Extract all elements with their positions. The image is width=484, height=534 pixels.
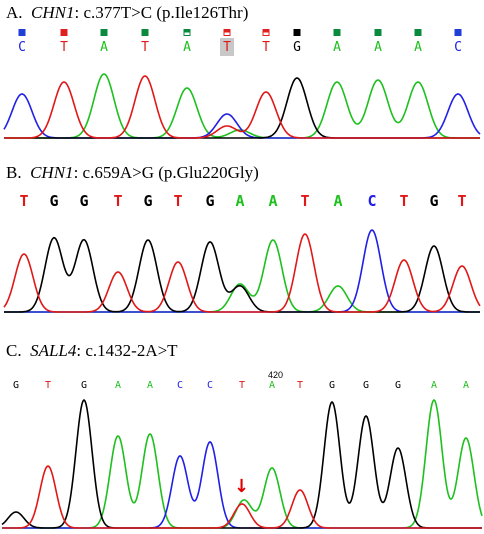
base-call: A	[462, 380, 470, 391]
panel-b-gene: CHN1	[30, 163, 74, 182]
base-call: G	[328, 380, 336, 391]
base-call: T	[223, 40, 231, 55]
base-call: A	[333, 40, 341, 55]
quality-indicator	[293, 29, 301, 36]
panel-b-title: B. CHN1: c.659A>G (p.Glu220Gly)	[6, 163, 259, 183]
base-call: T	[262, 40, 270, 55]
panel-c-label: C.	[6, 341, 22, 360]
quality-indicator	[454, 29, 462, 36]
base-call: T	[60, 40, 68, 55]
base-call: G	[12, 380, 20, 391]
quality-indicator	[100, 29, 108, 36]
base-call: C	[454, 40, 462, 55]
trace-G	[1, 398, 482, 529]
quality-indicator	[414, 29, 422, 36]
panel-a: A. CHN1: c.377T>C (p.Ile126Thr) C T A T A T T G…	[0, 0, 484, 160]
highlighted-base	[220, 38, 234, 56]
base-call: A	[100, 40, 108, 55]
quality-indicator	[374, 29, 382, 36]
panel-a-label: A.	[6, 3, 23, 22]
base-call: T	[173, 192, 183, 210]
base-call: A	[268, 192, 278, 210]
base-call: C	[367, 192, 377, 210]
quality-indicator	[18, 29, 26, 36]
panel-b-label: B.	[6, 163, 22, 182]
base-call: A	[333, 192, 343, 210]
trace-C	[4, 229, 480, 313]
base-call: T	[19, 192, 29, 210]
base-call: A	[268, 380, 276, 391]
base-call: A	[374, 40, 382, 55]
panel-c: C. SALL4: c.1432-2A>T 420 G T G A A C C T A T G G G A…	[0, 338, 484, 534]
quality-indicator	[262, 29, 270, 36]
quality-indicator	[60, 29, 68, 36]
mutation-arrow-icon: ↓	[234, 476, 250, 497]
base-call: G	[143, 192, 153, 210]
trace-A	[4, 239, 480, 313]
trace-C	[2, 440, 482, 529]
quality-indicator	[183, 29, 191, 36]
base-call: G	[49, 192, 59, 210]
base-call: T	[141, 40, 149, 55]
trace-G	[4, 236, 480, 313]
panel-a-title: A. CHN1: c.377T>C (p.Ile126Thr)	[6, 3, 248, 23]
position-number: 420	[268, 370, 284, 380]
trace-T	[2, 465, 482, 529]
trace-T	[4, 75, 480, 139]
chromatogram-b	[3, 229, 481, 313]
base-call: C	[176, 380, 184, 391]
base-call: A	[430, 380, 438, 391]
base-call: G	[429, 192, 439, 210]
base-call: T	[44, 380, 52, 391]
quality-indicator	[141, 29, 149, 36]
base-call: A	[183, 40, 191, 55]
panel-c-mutation: : c.1432-2A>T	[76, 341, 178, 360]
panel-a-gene: CHN1	[31, 3, 75, 22]
quality-indicator	[223, 29, 231, 36]
panel-b-mutation: : c.659A>G (p.Glu220Gly)	[73, 163, 259, 182]
base-call: A	[414, 40, 422, 55]
panel-a-mutation: : c.377T>C (p.Ile126Thr)	[74, 3, 249, 22]
base-call: A	[146, 380, 154, 391]
chromatogram-a	[3, 73, 481, 139]
base-call: G	[394, 380, 402, 391]
panel-c-title: C. SALL4: c.1432-2A>T	[6, 341, 178, 361]
base-call: T	[457, 192, 467, 210]
base-call: G	[205, 192, 215, 210]
base-call: G	[293, 40, 301, 55]
base-call: T	[300, 192, 310, 210]
base-call: T	[296, 380, 304, 391]
base-call: C	[206, 380, 214, 391]
base-call: A	[114, 380, 122, 391]
base-call: A	[235, 192, 245, 210]
base-call: T	[113, 192, 123, 210]
trace-T	[3, 233, 481, 313]
quality-indicator	[333, 29, 341, 36]
base-call: G	[362, 380, 370, 391]
base-call: T	[238, 380, 246, 391]
panel-c-gene: SALL4	[30, 341, 77, 360]
base-call: C	[18, 40, 26, 55]
base-call: G	[80, 380, 88, 391]
base-call: G	[79, 192, 89, 210]
base-call: T	[399, 192, 409, 210]
chromatogram-c	[1, 398, 483, 529]
